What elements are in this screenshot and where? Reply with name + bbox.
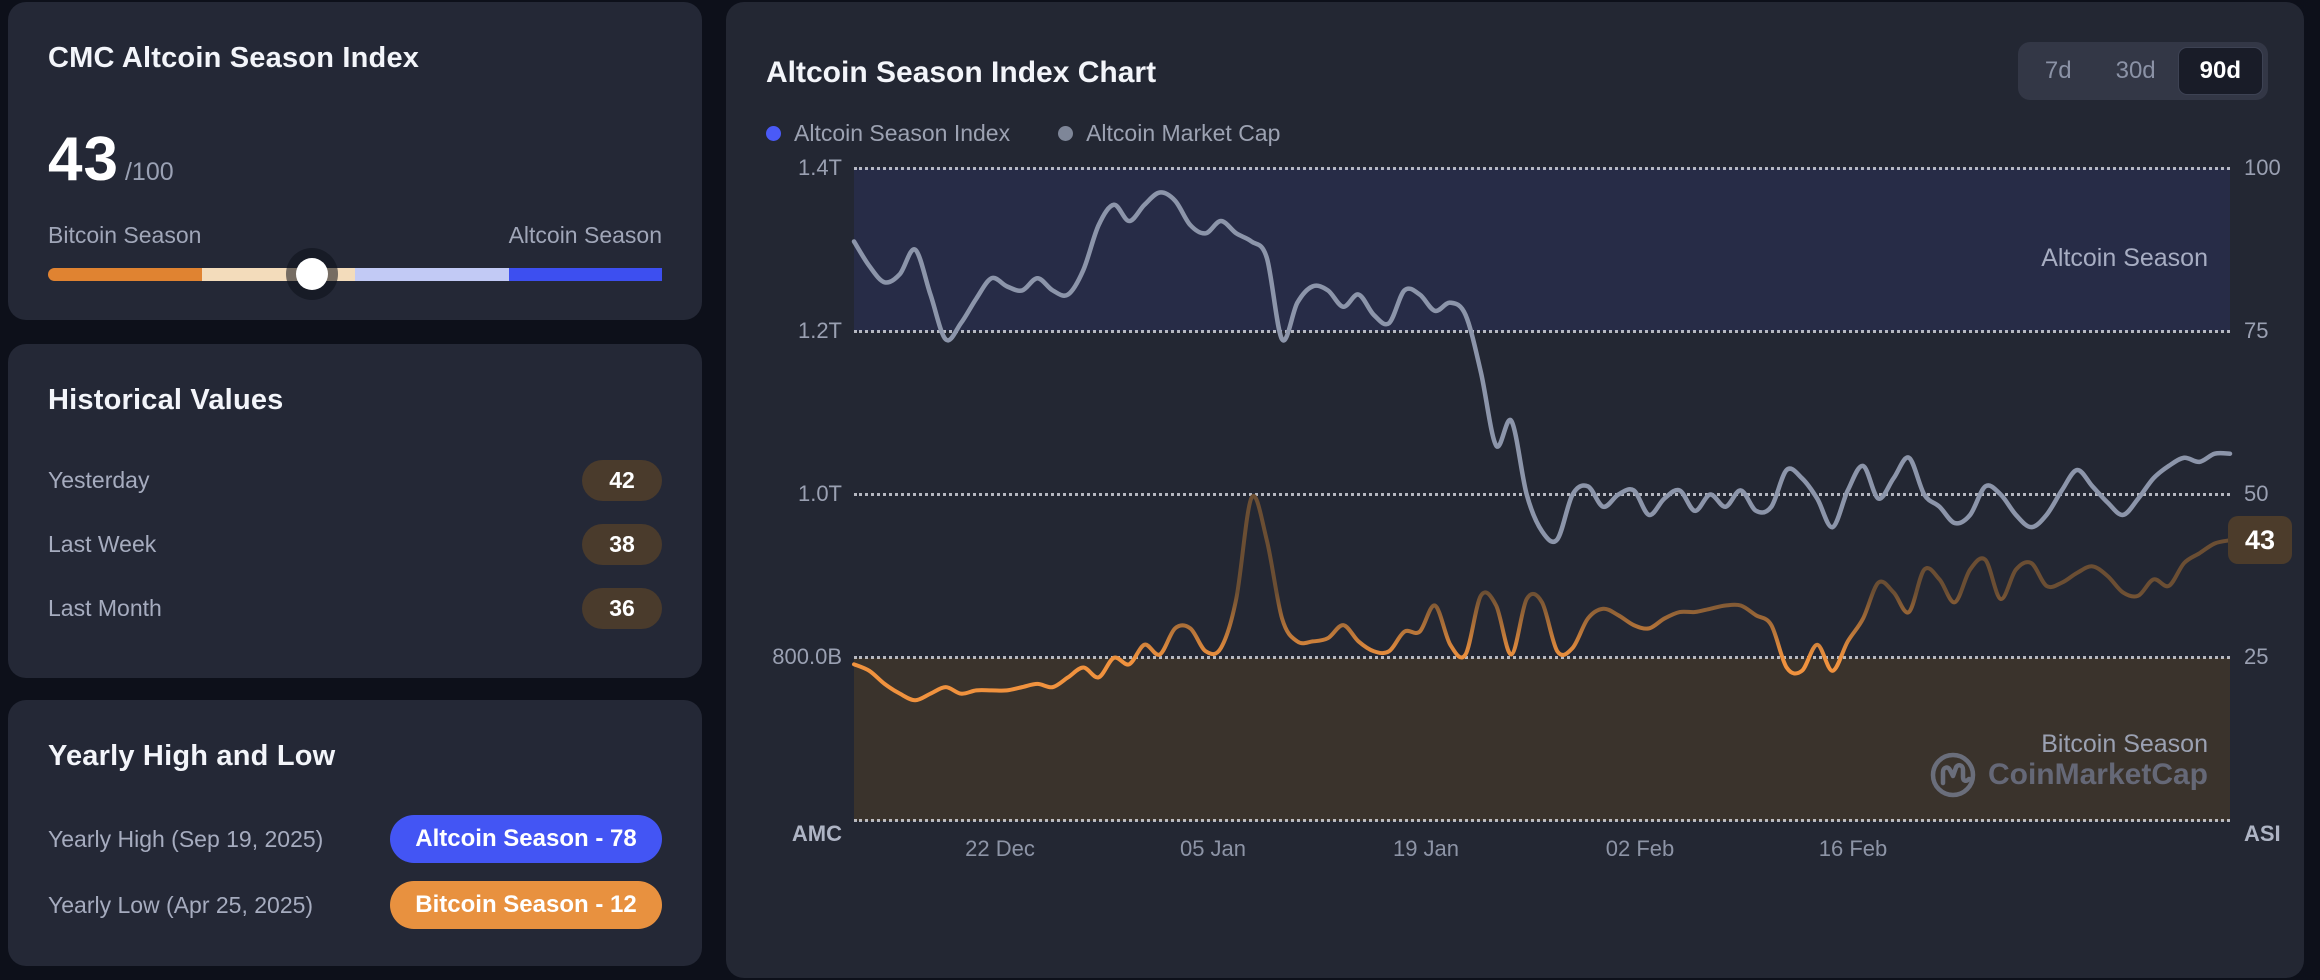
historical-values-title: Historical Values: [48, 384, 284, 416]
index-value-max: /100: [124, 158, 174, 186]
yearly-high-pill: Altcoin Season - 78: [390, 815, 662, 863]
index-card: CMC Altcoin Season Index 43 /100 Bitcoin…: [8, 2, 702, 320]
left-tick-1-0t: 1.0T: [797, 481, 842, 506]
range-button-90d[interactable]: 90d: [2177, 47, 2263, 95]
historical-rows: Yesterday 42 Last Week 38 Last Month 36: [48, 448, 662, 640]
right-axis-title-asi: ASI: [2244, 821, 2281, 846]
left-tick-1-2t: 1.2T: [797, 318, 842, 343]
chart-lines: [851, 190, 2233, 703]
slider-segment-bitcoin: [48, 268, 202, 281]
left-axis-title-amc: AMC: [791, 821, 842, 846]
slider-segment-lower-mid: [201, 268, 355, 281]
x-tick-05-jan: 05 Jan: [1179, 836, 1247, 861]
gridline-100: [854, 167, 2230, 170]
x-tick-22-dec: 22 Dec: [965, 836, 1035, 861]
list-item: Last Month 36: [48, 576, 662, 640]
chart-title: Altcoin Season Index Chart: [766, 56, 1157, 89]
season-slider[interactable]: [48, 258, 662, 290]
chart-legend: Altcoin Season Index Altcoin Market Cap: [766, 120, 1280, 147]
altcoin-season-band: [854, 168, 2230, 331]
bitcoin-season-band: [854, 658, 2230, 821]
legend-item-index[interactable]: Altcoin Season Index: [766, 120, 1010, 147]
range-button-30d[interactable]: 30d: [2115, 57, 2156, 84]
slider-segment-upper-mid: [355, 268, 509, 281]
left-tick-800b: 800.0B: [772, 644, 842, 669]
season-scale-labels: Bitcoin Season Altcoin Season: [48, 222, 662, 249]
index-card-title: CMC Altcoin Season Index: [48, 42, 420, 74]
x-tick-16-feb: 16 Feb: [1818, 836, 1888, 861]
list-item: Yearly High (Sep 19, 2025) Altcoin Seaso…: [48, 806, 662, 872]
x-tick-02-feb: 02 Feb: [1605, 836, 1675, 861]
altcoin-season-band-label: Altcoin Season: [2041, 244, 2208, 272]
coinmarketcap-logo-icon: [1930, 752, 1976, 798]
yearly-high-low-card: Yearly High and Low Yearly High (Sep 19,…: [8, 700, 702, 966]
row-label-last-month: Last Month: [48, 594, 162, 621]
historical-values-card: Historical Values Yesterday 42 Last Week…: [8, 344, 702, 678]
right-tick-100: 100: [2244, 155, 2281, 180]
value-badge-yesterday: 42: [582, 459, 662, 501]
index-line: [852, 493, 2232, 703]
yearly-low-pill: Bitcoin Season - 12: [390, 881, 662, 929]
value-badge-last-month: 36: [582, 587, 662, 629]
gridline-0: [854, 819, 2230, 822]
range-toggle: 7d 30d 90d: [2017, 42, 2268, 100]
yearly-high-label: Yearly High (Sep 19, 2025): [48, 825, 324, 852]
yearly-low-label: Yearly Low (Apr 25, 2025): [48, 891, 314, 918]
market-cap-line: [851, 190, 2233, 544]
bitcoin-season-label: Bitcoin Season: [48, 222, 202, 248]
index-value-number: 43: [48, 125, 119, 194]
right-tick-75: 75: [2244, 318, 2269, 343]
gridline-75: [854, 330, 2230, 333]
legend-dot-market-cap-icon: [1058, 126, 1074, 141]
list-item: Last Week 38: [48, 512, 662, 576]
slider-knob[interactable]: [296, 258, 329, 290]
plot-area[interactable]: Altcoin Season Bitcoin Season CoinMarket…: [851, 167, 2233, 861]
list-item: Yesterday 42: [48, 448, 662, 512]
index-value: 43 /100: [48, 124, 174, 195]
bitcoin-season-band-label: Bitcoin Season: [2041, 730, 2208, 758]
current-index-badge: 43: [2228, 516, 2292, 564]
yearly-high-low-title: Yearly High and Low: [48, 740, 336, 772]
left-tick-1-4t: 1.4T: [797, 155, 842, 180]
right-tick-50: 50: [2244, 481, 2269, 506]
gridline-25: [854, 656, 2230, 659]
range-button-7d[interactable]: 7d: [2044, 57, 2072, 84]
chart-panel: Altcoin Season Index Chart 7d 30d 90d Al…: [726, 2, 2304, 978]
legend-item-market-cap[interactable]: Altcoin Market Cap: [1058, 120, 1280, 147]
x-tick-19-jan: 19 Jan: [1392, 836, 1460, 861]
value-badge-last-week: 38: [582, 523, 662, 565]
legend-dot-index-icon: [766, 126, 781, 141]
slider-segment-altcoin: [508, 268, 662, 281]
row-label-last-week: Last Week: [48, 530, 157, 557]
right-tick-25: 25: [2244, 644, 2269, 669]
row-label-yesterday: Yesterday: [48, 466, 150, 493]
coinmarketcap-watermark: CoinMarketCap: [1928, 750, 2208, 800]
yearly-rows: Yearly High (Sep 19, 2025) Altcoin Seaso…: [48, 806, 662, 938]
gridline-50: [854, 493, 2230, 496]
list-item: Yearly Low (Apr 25, 2025) Bitcoin Season…: [48, 872, 662, 938]
altcoin-season-label: Altcoin Season: [508, 222, 662, 248]
